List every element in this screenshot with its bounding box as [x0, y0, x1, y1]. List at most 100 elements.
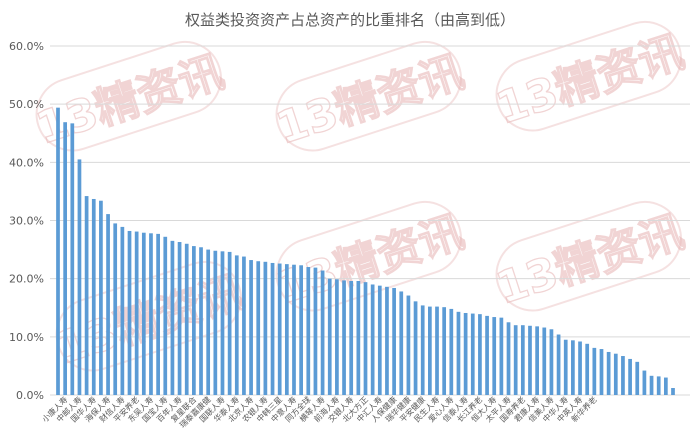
bar: [106, 214, 110, 395]
bar: [299, 265, 303, 395]
bar: [478, 314, 482, 395]
bar: [592, 347, 597, 395]
bar: [435, 306, 439, 395]
watermark-text: 13精资讯: [490, 206, 690, 314]
bar: [342, 280, 346, 395]
y-tick-label: 20.0%: [9, 273, 44, 286]
bar: [91, 198, 96, 395]
bar: [156, 233, 160, 395]
bar: [671, 388, 675, 395]
bar: [192, 246, 196, 395]
bar: [141, 232, 146, 395]
bar: [556, 334, 561, 395]
bar: [277, 263, 282, 395]
bar: [242, 256, 246, 395]
bar: [385, 286, 389, 395]
bar: [270, 262, 275, 395]
bar: [492, 317, 497, 395]
bar: [535, 326, 539, 395]
bar: [163, 236, 168, 395]
bar: [585, 343, 590, 395]
bar: [377, 285, 382, 395]
bar: [292, 264, 296, 395]
bar: [485, 315, 489, 395]
bar: [428, 306, 432, 395]
bar: [120, 226, 125, 395]
bar: [177, 242, 182, 395]
bar: [642, 370, 647, 395]
bar: [571, 340, 575, 395]
bar: [234, 255, 239, 395]
y-tick-label: 0.0%: [16, 389, 44, 402]
watermark-text: 13精资讯: [490, 26, 690, 134]
bar: [213, 250, 218, 395]
bar: [184, 243, 189, 395]
x-axis: 小康人寿中邮人寿国华人寿海保人寿财信人寿平安养老东吴人寿国宝人寿百年人寿复星联合…: [40, 394, 599, 429]
bar: [635, 361, 640, 395]
bar: [127, 230, 132, 395]
y-tick-label: 30.0%: [9, 215, 44, 228]
bar: [170, 240, 175, 395]
bar: [506, 322, 511, 395]
watermark-text: 13精资讯: [30, 46, 230, 154]
watermark: 13精资讯: [490, 20, 691, 135]
bar: [99, 200, 103, 395]
bar: [335, 279, 339, 395]
bar: [520, 325, 525, 395]
bar: [513, 325, 518, 395]
chart-title: 权益类投资资产占总资产的比重排名（由高到低）: [185, 11, 515, 29]
bar: [549, 329, 554, 395]
bar: [621, 356, 625, 395]
y-tick-label: 60.0%: [9, 40, 44, 53]
bar: [63, 122, 68, 395]
bar: [113, 223, 118, 395]
bar: [206, 249, 211, 395]
watermark-text: 13精资讯: [270, 46, 470, 154]
bar: [363, 282, 368, 395]
bar: [392, 287, 396, 395]
bar: [463, 312, 468, 395]
bar: [413, 301, 418, 395]
bar: [599, 349, 604, 395]
bar: [84, 196, 89, 395]
bar: [613, 353, 618, 395]
bar: [449, 308, 454, 395]
bar: [656, 376, 661, 395]
bar: [420, 305, 425, 395]
bar: [56, 107, 60, 395]
y-tick-label: 40.0%: [9, 156, 44, 169]
bar: [563, 339, 568, 395]
bar: [149, 233, 153, 395]
y-axis: 0.0% 10.0% 20.0% 30.0% 40.0% 50.0% 60.0%: [9, 40, 44, 402]
bar: [313, 267, 318, 395]
watermark: 13精资讯: [270, 40, 471, 155]
bar: [320, 270, 325, 395]
bars: [56, 107, 675, 396]
bar: [442, 307, 447, 395]
watermark: 13精资讯: [490, 200, 691, 315]
bar: [284, 264, 289, 396]
bar: [406, 295, 411, 395]
bar: [499, 317, 504, 395]
bar: [256, 261, 261, 395]
bar: [263, 261, 268, 395]
bar: [456, 311, 461, 395]
bar: [227, 251, 232, 395]
bar: [70, 123, 75, 396]
bar: [356, 280, 361, 395]
bar: [77, 159, 82, 395]
bar: [327, 278, 332, 395]
bar: [542, 327, 547, 395]
bar: [528, 325, 532, 395]
bar: [628, 358, 632, 395]
bar: [370, 284, 375, 395]
bar: [649, 375, 654, 395]
bar: [220, 251, 225, 395]
y-tick-label: 50.0%: [9, 98, 44, 111]
bar: [134, 231, 139, 395]
bar: [578, 341, 582, 395]
bar: [399, 291, 404, 395]
bar: [306, 267, 311, 395]
bar: [349, 280, 354, 395]
watermark: 13精资讯: [270, 200, 471, 315]
